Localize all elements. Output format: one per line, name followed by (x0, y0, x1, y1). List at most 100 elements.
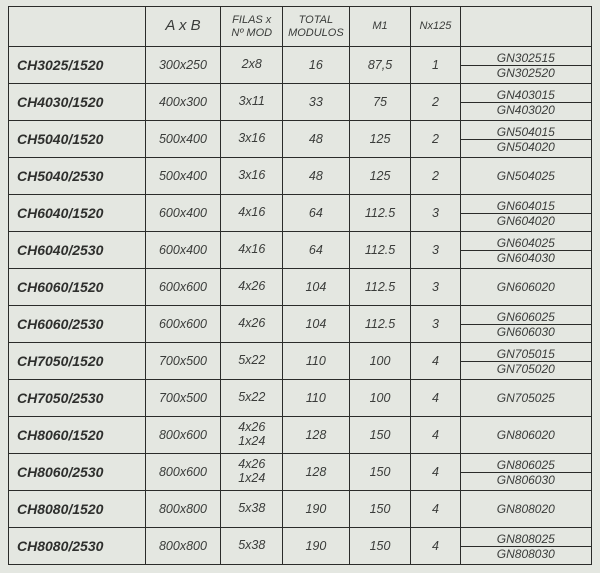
cell-m1: 150 (349, 417, 411, 454)
cell-code: CH6040/1520 (9, 195, 146, 232)
cell-nx125: 3 (411, 269, 460, 306)
col-header-total: TOTALMODULOS (283, 7, 350, 47)
cell-nx125: 4 (411, 343, 460, 380)
cell-gn: GN808020 (460, 491, 591, 528)
cell-m1: 150 (349, 491, 411, 528)
col-header-m1: M1 (349, 7, 411, 47)
cell-filas: 5x38 (221, 528, 283, 565)
cell-m1: 100 (349, 380, 411, 417)
gn-code: GN808030 (461, 546, 591, 561)
gn-code: GN705020 (461, 361, 591, 376)
cell-axb: 400x300 (145, 84, 221, 121)
cell-gn: GN504025 (460, 158, 591, 195)
table-row: CH7050/2530700x5005x221101004GN705025 (9, 380, 592, 417)
cell-code: CH5040/1520 (9, 121, 146, 158)
col-header-nx125: Nx125 (411, 7, 460, 47)
gn-code: GN808020 (461, 502, 591, 516)
table-header-row: A x B FILAS xNº MOD TOTALMODULOS M1 Nx12… (9, 7, 592, 47)
table-row: CH8060/2530800x6004x261x241281504GN80602… (9, 454, 592, 491)
cell-filas: 4x26 (221, 306, 283, 343)
cell-axb: 800x800 (145, 528, 221, 565)
cell-gn: GN302515GN302520 (460, 47, 591, 84)
table-row: CH7050/1520700x5005x221101004GN705015GN7… (9, 343, 592, 380)
cell-nx125: 4 (411, 417, 460, 454)
cell-total: 64 (283, 195, 350, 232)
cell-total: 110 (283, 380, 350, 417)
cell-code: CH3025/1520 (9, 47, 146, 84)
cell-gn: GN606025GN606030 (460, 306, 591, 343)
col-header-gn (460, 7, 591, 47)
col-header-filas: FILAS xNº MOD (221, 7, 283, 47)
cell-nx125: 1 (411, 47, 460, 84)
cell-filas: 4x261x24 (221, 454, 283, 491)
cell-m1: 150 (349, 454, 411, 491)
cell-nx125: 3 (411, 195, 460, 232)
cell-axb: 500x400 (145, 121, 221, 158)
table-body: CH3025/1520300x2502x81687,51GN302515GN30… (9, 47, 592, 565)
gn-code: GN302515 (461, 51, 591, 65)
cell-code: CH6060/1520 (9, 269, 146, 306)
cell-axb: 700x500 (145, 343, 221, 380)
gn-code: GN606020 (461, 280, 591, 294)
cell-code: CH8060/1520 (9, 417, 146, 454)
spec-table-sheet: A x B FILAS xNº MOD TOTALMODULOS M1 Nx12… (0, 0, 600, 573)
cell-nx125: 3 (411, 306, 460, 343)
gn-code: GN504015 (461, 125, 591, 139)
gn-code: GN604030 (461, 250, 591, 265)
cell-m1: 100 (349, 343, 411, 380)
cell-nx125: 4 (411, 380, 460, 417)
cell-m1: 125 (349, 158, 411, 195)
cell-filas: 5x22 (221, 343, 283, 380)
gn-code: GN606030 (461, 324, 591, 339)
cell-gn: GN604015GN604020 (460, 195, 591, 232)
cell-axb: 600x600 (145, 269, 221, 306)
cell-total: 128 (283, 454, 350, 491)
cell-axb: 800x800 (145, 491, 221, 528)
table-row: CH6060/1520600x6004x26104112.53GN606020 (9, 269, 592, 306)
table-row: CH4030/1520400x3003x1133752GN403015GN403… (9, 84, 592, 121)
table-row: CH5040/2530500x4003x16481252GN504025 (9, 158, 592, 195)
cell-gn: GN705025 (460, 380, 591, 417)
cell-gn: GN806020 (460, 417, 591, 454)
cell-gn: GN606020 (460, 269, 591, 306)
cell-axb: 600x400 (145, 232, 221, 269)
cell-code: CH8080/2530 (9, 528, 146, 565)
cell-m1: 112.5 (349, 306, 411, 343)
cell-gn: GN806025GN806030 (460, 454, 591, 491)
cell-code: CH5040/2530 (9, 158, 146, 195)
cell-total: 48 (283, 121, 350, 158)
cell-code: CH8060/2530 (9, 454, 146, 491)
cell-gn: GN604025GN604030 (460, 232, 591, 269)
cell-gn: GN504015GN504020 (460, 121, 591, 158)
gn-code: GN705025 (461, 391, 591, 405)
cell-gn: GN403015GN403020 (460, 84, 591, 121)
cell-nx125: 4 (411, 528, 460, 565)
cell-filas: 5x22 (221, 380, 283, 417)
gn-code: GN705015 (461, 347, 591, 361)
col-header-code (9, 7, 146, 47)
cell-gn: GN705015GN705020 (460, 343, 591, 380)
cell-axb: 600x600 (145, 306, 221, 343)
gn-code: GN806025 (461, 458, 591, 472)
cell-filas: 3x16 (221, 158, 283, 195)
cell-total: 110 (283, 343, 350, 380)
cell-m1: 112.5 (349, 195, 411, 232)
cell-nx125: 4 (411, 491, 460, 528)
cell-m1: 112.5 (349, 269, 411, 306)
cell-gn: GN808025GN808030 (460, 528, 591, 565)
cell-nx125: 4 (411, 454, 460, 491)
cell-axb: 300x250 (145, 47, 221, 84)
table-row: CH6040/2530600x4004x1664112.53GN604025GN… (9, 232, 592, 269)
cell-total: 104 (283, 269, 350, 306)
cell-total: 190 (283, 528, 350, 565)
cell-filas: 4x16 (221, 195, 283, 232)
cell-code: CH6040/2530 (9, 232, 146, 269)
cell-axb: 500x400 (145, 158, 221, 195)
table-row: CH8080/2530800x8005x381901504GN808025GN8… (9, 528, 592, 565)
cell-m1: 75 (349, 84, 411, 121)
gn-code: GN504020 (461, 139, 591, 154)
cell-filas: 4x26 (221, 269, 283, 306)
cell-total: 33 (283, 84, 350, 121)
col-header-axb: A x B (145, 7, 221, 47)
cell-nx125: 2 (411, 84, 460, 121)
